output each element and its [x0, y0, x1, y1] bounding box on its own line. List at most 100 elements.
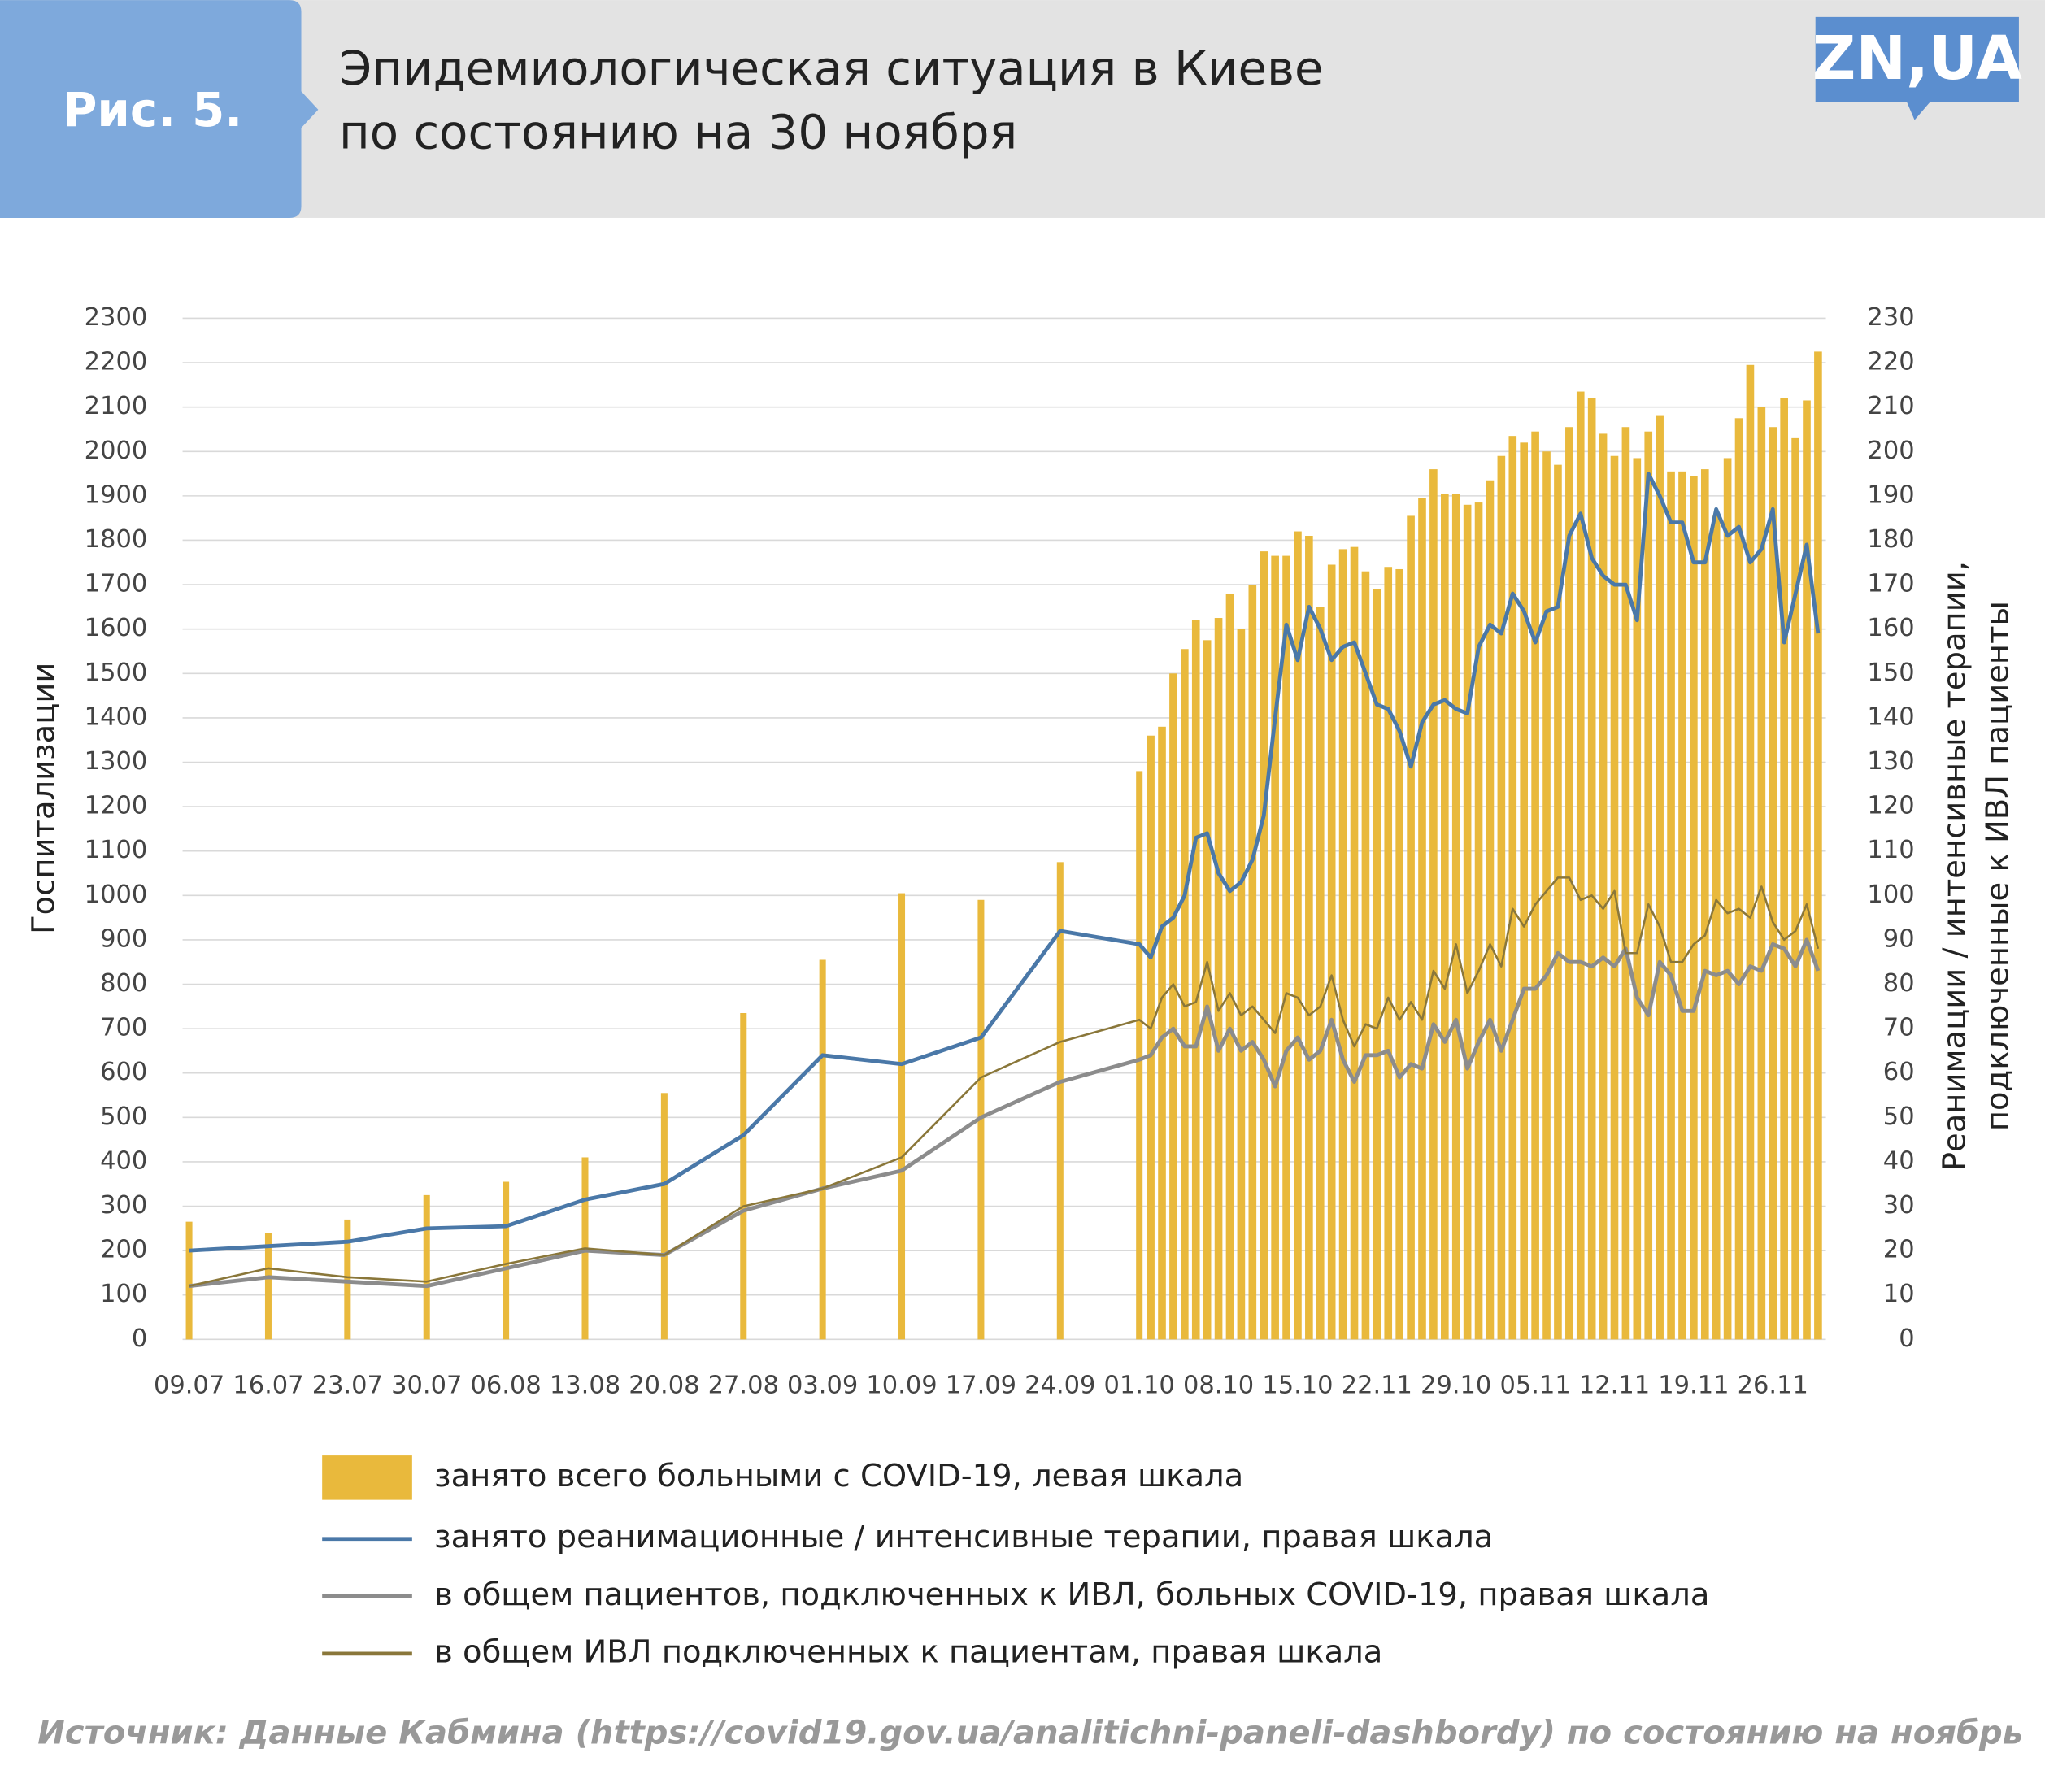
bar	[1169, 673, 1177, 1340]
y2-tick-label: 160	[1867, 614, 1914, 642]
bar	[1656, 415, 1664, 1340]
bar	[660, 1093, 668, 1340]
legend-label: занято всего больными с COVID-19, левая …	[434, 1458, 1243, 1494]
y2-tick-label: 40	[1883, 1146, 1915, 1175]
bar	[1282, 555, 1290, 1340]
y-axis-label: Госпитализации	[26, 663, 63, 934]
x-tick-label: 26.11	[1738, 1372, 1808, 1400]
bar	[1191, 620, 1200, 1340]
bar	[1633, 458, 1642, 1340]
y-tick-label: 1300	[85, 747, 148, 776]
y2-tick-label: 0	[1899, 1324, 1914, 1353]
y2-axis-label: подключенные к ИВЛ пациенты	[1979, 601, 2016, 1131]
bar	[1610, 455, 1619, 1340]
bar	[1690, 476, 1698, 1340]
line	[189, 937, 1821, 1289]
x-tick-label: 29.10	[1421, 1372, 1491, 1400]
bar	[1542, 451, 1551, 1340]
y-tick-label: 600	[100, 1058, 147, 1086]
bar	[1644, 431, 1653, 1340]
bar	[1700, 469, 1709, 1340]
bar	[1147, 735, 1155, 1340]
y2-tick-label: 180	[1867, 525, 1914, 554]
bar	[1136, 771, 1143, 1340]
y-tick-label: 1700	[85, 570, 148, 598]
bar	[1565, 427, 1573, 1340]
y2-tick-label: 10	[1883, 1280, 1915, 1308]
y-tick-label: 1900	[85, 481, 148, 509]
y-tick-label: 2100	[85, 392, 148, 420]
y-tick-label: 1100	[85, 836, 148, 864]
x-tick-label: 16.07	[233, 1372, 303, 1400]
bar	[1237, 629, 1246, 1340]
x-tick-label: 03.09	[787, 1372, 858, 1400]
y2-axis-label: Реанимации / интенсивные терапии,	[1936, 561, 1973, 1171]
y2-tick-label: 120	[1867, 792, 1914, 820]
y-tick-label: 1000	[85, 881, 148, 909]
bar	[1712, 515, 1721, 1340]
bar	[1587, 398, 1596, 1340]
x-tick-label: 27.08	[708, 1372, 779, 1400]
bar	[1599, 433, 1608, 1340]
y2-tick-label: 230	[1867, 303, 1914, 332]
y-tick-label: 900	[100, 924, 147, 953]
bar	[1248, 585, 1257, 1340]
y-tick-label: 2300	[85, 303, 148, 332]
y2-tick-label: 170	[1867, 570, 1914, 598]
bar	[1531, 431, 1539, 1340]
figure-label: Рис. 5.	[63, 82, 242, 137]
bar	[1451, 494, 1460, 1340]
y-tick-label: 400	[100, 1146, 147, 1175]
x-tick-label: 22.11	[1342, 1372, 1412, 1400]
y2-tick-label: 190	[1867, 481, 1914, 509]
x-tick-label: 12.11	[1579, 1372, 1650, 1400]
y2-tick-label: 20	[1883, 1236, 1915, 1264]
bar	[423, 1194, 430, 1340]
y-tick-label: 1500	[85, 659, 148, 687]
y2-tick-label: 150	[1867, 659, 1914, 687]
bar	[1373, 589, 1381, 1340]
y2-tick-label: 80	[1883, 969, 1915, 998]
x-tick-label: 19.11	[1658, 1372, 1729, 1400]
y2-tick-label: 220	[1867, 348, 1914, 376]
bar	[1621, 427, 1630, 1340]
y-tick-label: 700	[100, 1014, 147, 1042]
bar	[1361, 571, 1370, 1340]
bar	[1734, 418, 1743, 1340]
bar	[1814, 351, 1822, 1340]
bar	[1407, 515, 1415, 1340]
figure-tab	[0, 0, 319, 218]
bar	[185, 1221, 193, 1340]
bar	[1667, 471, 1675, 1340]
y-tick-label: 1600	[85, 614, 148, 642]
x-tick-label: 10.09	[866, 1372, 937, 1400]
y2-tick-label: 130	[1867, 747, 1914, 776]
bar	[1463, 504, 1472, 1340]
y-tick-label: 300	[100, 1191, 147, 1220]
bar	[1225, 593, 1234, 1340]
bar	[1723, 458, 1732, 1340]
line	[189, 876, 1820, 1287]
bar	[1327, 564, 1336, 1340]
bar	[344, 1219, 351, 1340]
logo: ZN,UA	[1812, 24, 2022, 94]
bar	[1214, 618, 1223, 1340]
bar	[1338, 549, 1347, 1340]
title-line: по состоянию на 30 ноября	[339, 105, 1017, 160]
title-line: Эпидемиологическая ситуация в Киеве	[339, 41, 1324, 96]
bar	[1384, 567, 1393, 1340]
bar	[1056, 862, 1064, 1340]
x-tick-label: 06.08	[470, 1372, 541, 1400]
bar	[1554, 464, 1562, 1340]
y2-tick-label: 90	[1883, 924, 1915, 953]
x-tick-label: 30.07	[391, 1372, 462, 1400]
bar	[1769, 427, 1777, 1340]
y2-tick-label: 110	[1867, 836, 1914, 864]
bar	[819, 959, 826, 1340]
bar	[1497, 455, 1506, 1340]
bar	[1791, 437, 1799, 1340]
bar	[1803, 400, 1811, 1340]
y2-tick-label: 60	[1883, 1058, 1915, 1086]
y-tick-label: 1400	[85, 702, 148, 731]
